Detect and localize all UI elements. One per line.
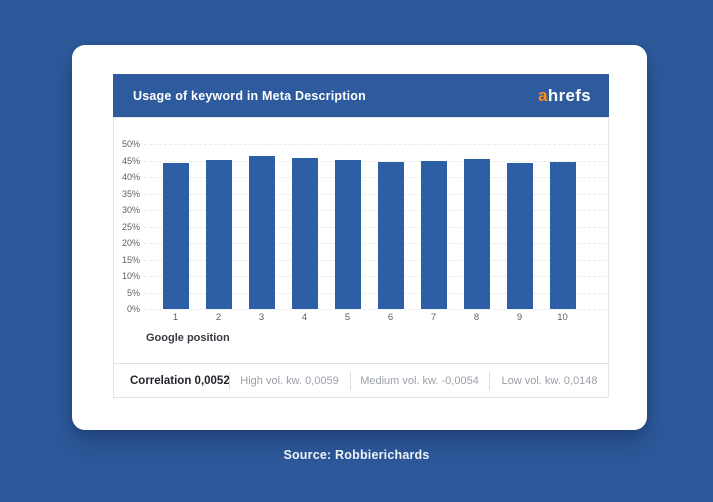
- gridline: [144, 259, 606, 261]
- ahrefs-logo-text: hrefs: [547, 85, 591, 105]
- y-tick-label: 20%: [121, 238, 140, 248]
- bar-position-6: [377, 162, 404, 309]
- stats-divider: [114, 363, 608, 364]
- y-tick-label: 10%: [121, 271, 140, 281]
- card-header: Usage of keyword in Meta Description ahr…: [113, 74, 609, 117]
- source-caption: Source: Robbierichards: [283, 448, 430, 462]
- gridline: [144, 177, 606, 178]
- x-tick-label: 10: [557, 312, 568, 323]
- x-tick-labels: 1 2 3 4 5 6 7 8 9 10: [154, 312, 584, 323]
- low-volume-value: 0,0148: [563, 374, 598, 387]
- medium-volume-label: Medium vol. kw.: [360, 374, 439, 387]
- x-tick-label: 7: [430, 312, 437, 323]
- correlation-value: 0,0052: [194, 374, 230, 387]
- medium-volume-stat: Medium vol. kw. -0,0054: [350, 375, 489, 387]
- bar-position-5: [334, 159, 361, 309]
- bar-position-9: [506, 163, 533, 309]
- x-tick-label: 9: [516, 312, 523, 323]
- y-tick-label: 0%: [126, 304, 140, 314]
- ahrefs-logo: ahrefs: [538, 86, 591, 106]
- x-tick-label: 1: [172, 312, 179, 323]
- chart-area: 50% 45% 40% 35% 30% 25% 20% 15% 10% 5% 0% 1 2 3 4 5 6 7 8 9…: [113, 117, 609, 398]
- gridline: [144, 243, 606, 244]
- y-tick-label: 15%: [121, 254, 140, 265]
- bar-position-2: [205, 159, 232, 309]
- chart-title: Usage of keyword in Meta Description: [133, 88, 366, 103]
- gridline: [144, 210, 606, 211]
- x-tick-label: 8: [473, 312, 480, 323]
- gridline: [144, 160, 606, 162]
- gridline: [144, 144, 606, 145]
- bar-position-8: [463, 158, 490, 309]
- y-tick-label: 30%: [121, 205, 140, 215]
- bar-position-3: [248, 156, 275, 309]
- low-volume-stat: Low vol. kw. 0,0148: [489, 375, 610, 387]
- gridline: [144, 276, 606, 277]
- gridline: [144, 193, 606, 195]
- y-tick-label: 35%: [121, 188, 140, 199]
- y-tick-label: 45%: [121, 155, 140, 166]
- bar-position-1: [162, 162, 189, 309]
- correlation-row: Correlation 0,0052 High vol. kw. 0,0059 …: [114, 364, 610, 397]
- ahrefs-logo-accent: a: [538, 85, 548, 105]
- x-axis-title: Google position: [146, 332, 230, 344]
- high-volume-value: 0,0059: [305, 374, 339, 387]
- y-tick-label: 50%: [121, 139, 140, 149]
- gridline: [144, 309, 606, 310]
- x-tick-label: 5: [344, 312, 351, 323]
- low-volume-label: Low vol. kw.: [501, 374, 561, 387]
- medium-volume-value: -0,0054: [441, 374, 479, 387]
- x-tick-label: 4: [301, 312, 308, 323]
- bar-position-4: [291, 157, 318, 309]
- gridline: [144, 292, 606, 294]
- x-tick-label: 6: [387, 312, 394, 323]
- x-tick-label: 3: [258, 312, 265, 323]
- correlation-stat: Correlation 0,0052: [114, 374, 230, 387]
- high-volume-label: High vol. kw.: [240, 374, 303, 387]
- chart-card: Usage of keyword in Meta Description ahr…: [72, 45, 647, 430]
- y-tick-label: 25%: [121, 221, 140, 232]
- bar-chart: 50% 45% 40% 35% 30% 25% 20% 15% 10% 5% 0% 1 2 3 4 5 6 7 8 9…: [114, 118, 608, 397]
- bar-position-10: [549, 162, 576, 309]
- correlation-label: Correlation: [130, 374, 192, 387]
- gridline: [144, 226, 606, 228]
- bar-position-7: [420, 161, 447, 309]
- y-tick-label: 40%: [121, 172, 140, 182]
- bars-container: [154, 144, 584, 309]
- high-volume-stat: High vol. kw. 0,0059: [229, 375, 350, 387]
- x-tick-label: 2: [215, 312, 222, 323]
- y-tick-label: 5%: [126, 287, 140, 298]
